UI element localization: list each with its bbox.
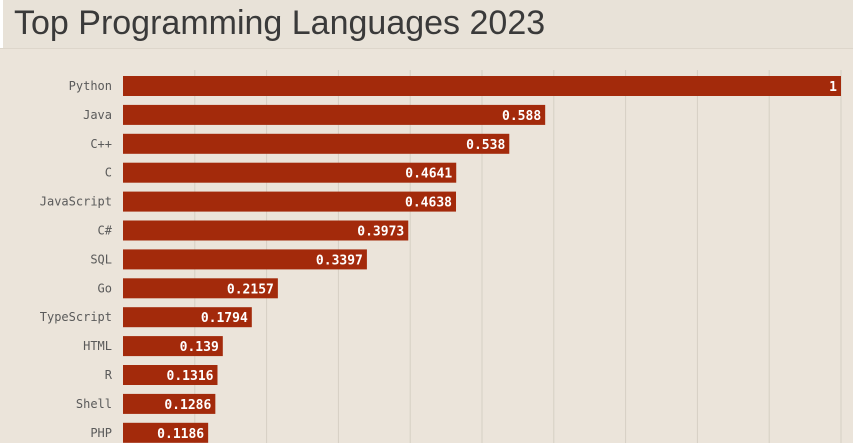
category-label: PHP <box>90 426 112 440</box>
bar-group: SQL 0.3397 <box>90 249 367 270</box>
value-label: 0.3973 <box>357 225 404 240</box>
gridlines <box>194 70 842 443</box>
bar-group: TypeScript 0.1794 <box>40 307 252 328</box>
bar[interactable] <box>123 422 209 443</box>
category-label: C <box>105 166 112 180</box>
value-label: 0.1286 <box>164 398 211 413</box>
value-label: 1 <box>829 80 837 95</box>
bar-group: R 0.1316 <box>105 365 218 385</box>
category-label: Go <box>98 281 112 295</box>
value-label: 0.1794 <box>201 311 248 326</box>
category-label: Shell <box>76 397 112 411</box>
value-label: 0.538 <box>466 138 505 153</box>
category-label: Python <box>69 79 112 93</box>
bar[interactable] <box>123 104 546 125</box>
bar-group: Shell 0.1286 <box>76 393 216 414</box>
category-label: C++ <box>90 137 112 151</box>
bar[interactable] <box>123 393 216 414</box>
category-label: SQL <box>90 252 112 266</box>
value-label: 0.3397 <box>316 253 363 268</box>
bar[interactable] <box>123 76 841 96</box>
value-label: 0.1316 <box>167 369 214 384</box>
category-label: TypeScript <box>40 310 112 324</box>
bar-group: C++ 0.538 <box>90 133 510 154</box>
bar[interactable] <box>123 249 367 270</box>
value-label: 0.1186 <box>157 427 204 442</box>
value-label: 0.4641 <box>405 167 452 182</box>
chart-title: Top Programming Languages 2023 <box>14 4 546 42</box>
value-label: 0.4638 <box>405 196 452 211</box>
title-bar: Top Programming Languages 2023 <box>0 0 853 49</box>
bar[interactable] <box>123 191 457 212</box>
value-label: 0.2157 <box>227 282 274 297</box>
bar-group: HTML 0.139 <box>83 336 223 357</box>
bar[interactable] <box>123 278 278 299</box>
bar-group: JavaScript 0.4638 <box>40 191 457 212</box>
value-label: 0.139 <box>180 340 219 355</box>
bar-group: Python 1 <box>69 76 841 96</box>
category-label: Java <box>83 108 112 122</box>
bar[interactable] <box>123 162 457 183</box>
category-label: JavaScript <box>40 195 112 209</box>
bar-group: Java 0.588 <box>83 104 546 125</box>
category-label: HTML <box>83 339 112 353</box>
bar[interactable] <box>123 220 409 241</box>
bar-group: C 0.4641 <box>105 162 457 183</box>
bar-group: PHP 0.1186 <box>90 422 209 443</box>
category-label: C# <box>98 224 113 238</box>
bar[interactable] <box>123 307 252 328</box>
bar[interactable] <box>123 133 510 154</box>
bar[interactable] <box>123 365 218 385</box>
bar[interactable] <box>123 336 223 357</box>
category-label: R <box>105 368 113 382</box>
bar-group: C# 0.3973 <box>98 220 409 241</box>
bar-group: Go 0.2157 <box>98 278 278 299</box>
value-label: 0.588 <box>502 109 541 124</box>
